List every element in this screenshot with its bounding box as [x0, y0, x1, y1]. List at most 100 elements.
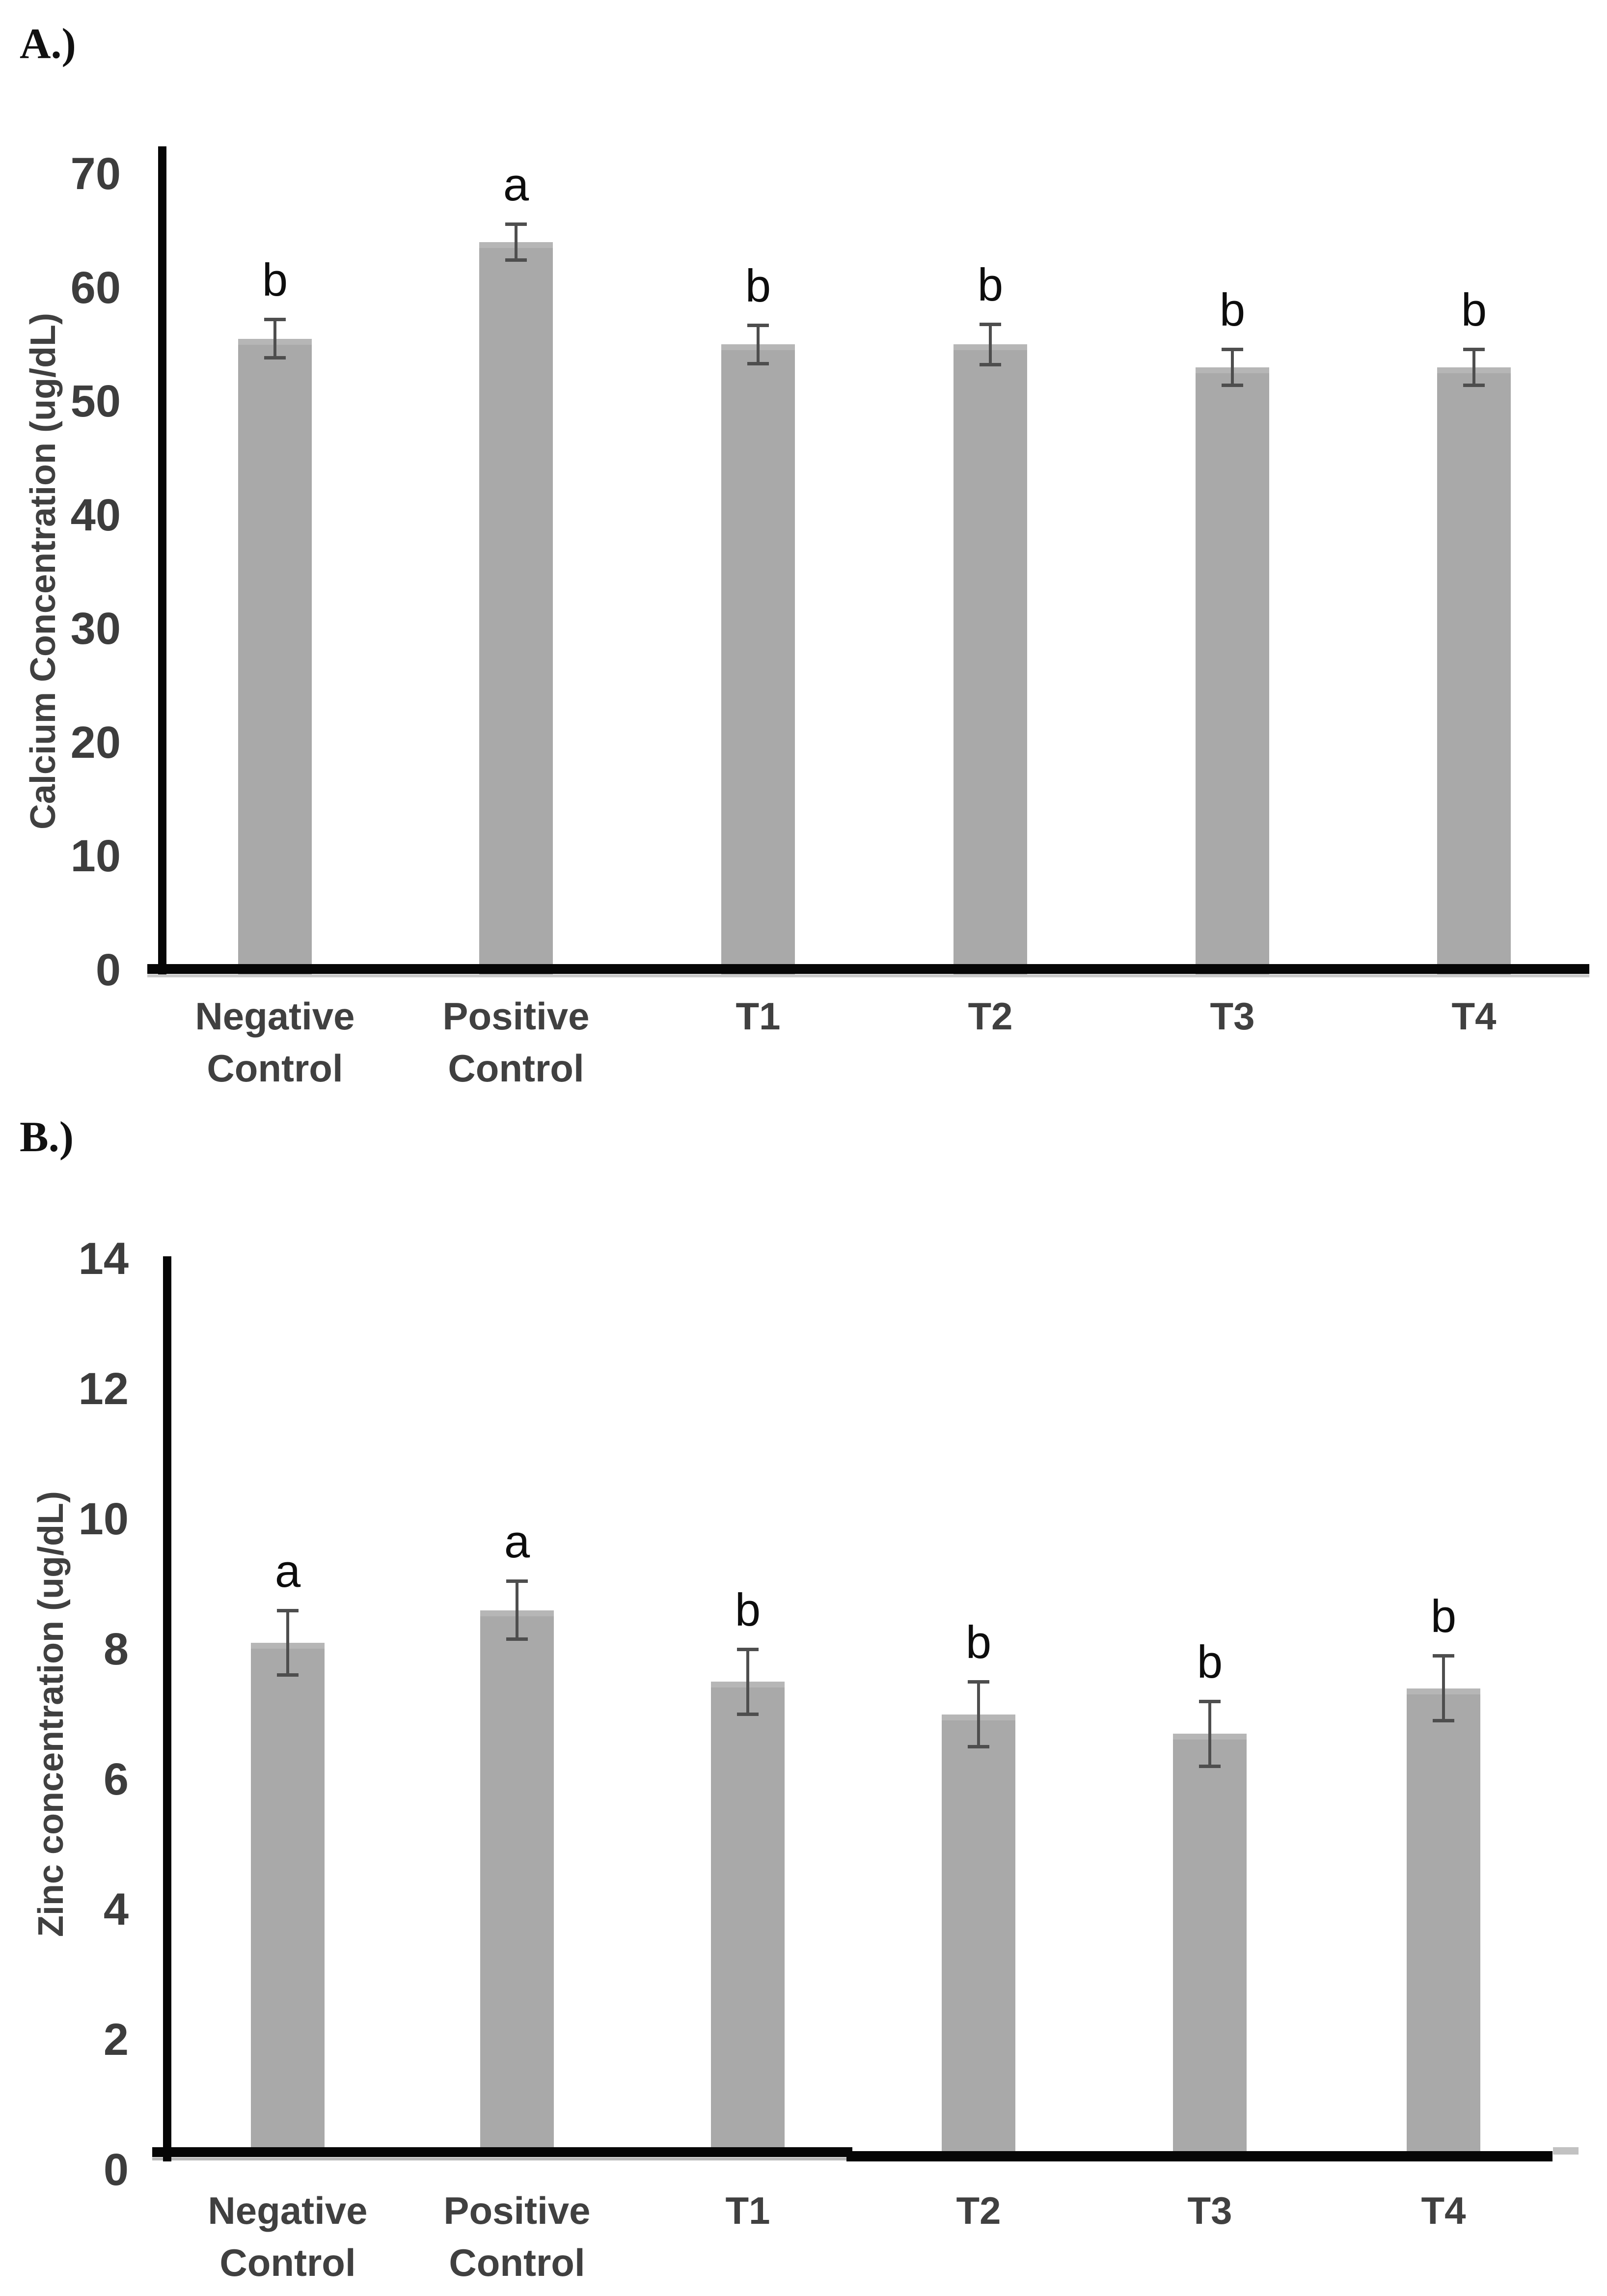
x-category-label-line: Positive	[442, 995, 590, 1038]
x-category-label-line: Control	[219, 2241, 356, 2284]
x-category-label: Positive Control	[389, 2185, 645, 2289]
x-category-label-line: T4	[1451, 995, 1497, 1038]
error-bar-cap-bottom	[737, 1712, 759, 1716]
error-bar	[1472, 349, 1475, 386]
bar	[480, 1610, 554, 2157]
significance-letter: a	[274, 1545, 301, 1597]
x-category-label-line: Control	[449, 2241, 585, 2284]
x-category-label: T4	[1316, 2185, 1571, 2237]
y-tick-label: 70	[70, 149, 121, 199]
y-tick-label: 6	[103, 1754, 129, 1804]
chart-calcium-x-axis-line	[147, 964, 1589, 974]
x-category-label-line: T2	[968, 995, 1013, 1038]
error-bar-cap-bottom	[264, 356, 286, 360]
y-tick-label: 30	[70, 604, 121, 654]
x-category-label-line: Positive	[443, 2189, 591, 2232]
error-bar-cap-bottom	[277, 1673, 299, 1677]
chart-zinc-y-axis-title: Zinc concentration (ug/dL)	[31, 1491, 71, 1937]
y-tick-label: 40	[70, 490, 121, 540]
bar	[1196, 367, 1269, 974]
error-bar-cap-top	[1463, 347, 1485, 351]
bar	[1173, 1734, 1247, 2157]
x-category-label-line: T4	[1421, 2189, 1466, 2232]
error-bar	[1442, 1656, 1445, 1721]
y-tick-label: 50	[70, 376, 121, 427]
error-bar-cap-top	[277, 1608, 299, 1612]
significance-letter: b	[1219, 283, 1246, 335]
error-bar-cap-bottom	[968, 1744, 989, 1748]
y-tick-label: 12	[78, 1364, 129, 1414]
panel-b-label: B.)	[20, 1113, 74, 1161]
error-bar	[1208, 1701, 1211, 1767]
error-bar	[989, 324, 992, 365]
error-bar-cap-top	[1433, 1654, 1454, 1658]
error-bar	[977, 1682, 980, 1747]
bar	[1407, 1688, 1480, 2157]
x-category-label-line: T1	[735, 995, 781, 1038]
error-bar-cap-top	[1222, 347, 1243, 351]
error-bar	[273, 319, 276, 359]
chart-zinc-x-axis-line-left	[152, 2147, 852, 2157]
error-bar-cap-top	[968, 1680, 989, 1684]
bar	[251, 1642, 325, 2157]
x-category-label: T1	[630, 990, 886, 1042]
error-bar-cap-bottom	[747, 361, 769, 365]
error-bar-cap-top	[1199, 1700, 1221, 1703]
y-tick-label: 2	[103, 2015, 129, 2065]
significance-letter: a	[504, 1515, 530, 1567]
bar	[238, 338, 312, 974]
x-category-label: T4	[1346, 990, 1602, 1042]
significance-letter: b	[735, 1584, 761, 1635]
x-category-label: Negative Control	[160, 2185, 415, 2289]
significance-letter: b	[1461, 283, 1487, 335]
x-category-label-line: Control	[448, 1047, 584, 1090]
panel-a-label: A.)	[20, 20, 76, 68]
x-category-label: T1	[620, 2185, 875, 2237]
chart-zinc-x-axis-shadow	[152, 2158, 852, 2160]
error-bar-cap-bottom	[1433, 1718, 1454, 1722]
x-category-label-line: T1	[725, 2189, 770, 2232]
significance-letter: b	[262, 254, 288, 306]
error-bar-cap-bottom	[980, 363, 1001, 367]
significance-letter: a	[503, 158, 529, 210]
y-tick-label: 20	[70, 717, 121, 768]
error-bar-cap-top	[264, 318, 286, 322]
error-bar	[286, 1610, 289, 1675]
error-bar-cap-top	[737, 1648, 759, 1651]
x-category-label: T3	[1082, 2185, 1337, 2237]
error-bar-cap-top	[506, 1579, 528, 1583]
bar	[721, 344, 795, 974]
error-bar-cap-top	[505, 222, 527, 226]
error-bar-cap-bottom	[1463, 383, 1485, 387]
significance-letter: b	[1430, 1590, 1457, 1642]
x-category-label-line: Negative	[195, 995, 355, 1038]
error-bar	[746, 1649, 749, 1715]
bar	[479, 242, 553, 974]
error-bar-cap-bottom	[1222, 383, 1243, 387]
error-bar	[516, 1580, 518, 1640]
chart-calcium-x-axis-shadow	[147, 974, 1589, 977]
significance-letter: b	[745, 259, 771, 311]
y-tick-label: 4	[103, 1884, 129, 1935]
x-category-label: T2	[851, 2185, 1106, 2237]
bar	[942, 1714, 1015, 2157]
bar	[711, 1682, 785, 2157]
error-bar-cap-top	[747, 323, 769, 327]
chart-zinc-y-axis-line	[163, 1256, 171, 2161]
y-tick-label: 10	[70, 831, 121, 882]
bar	[1437, 367, 1511, 974]
x-category-label: T2	[863, 990, 1118, 1042]
error-bar-cap-bottom	[506, 1637, 528, 1641]
error-bar	[1231, 349, 1234, 386]
x-category-label: Negative Control	[147, 990, 403, 1094]
bar	[953, 344, 1027, 974]
x-category-label: T3	[1105, 990, 1360, 1042]
y-tick-label: 0	[103, 2145, 129, 2195]
chart-calcium-y-axis-line	[158, 146, 166, 974]
significance-letter: b	[977, 258, 1004, 310]
error-bar-cap-bottom	[505, 258, 527, 262]
x-category-label-line: T2	[956, 2189, 1001, 2232]
y-tick-label: 10	[78, 1494, 129, 1544]
y-tick-label: 0	[95, 945, 121, 995]
x-category-label: Positive Control	[388, 990, 644, 1094]
